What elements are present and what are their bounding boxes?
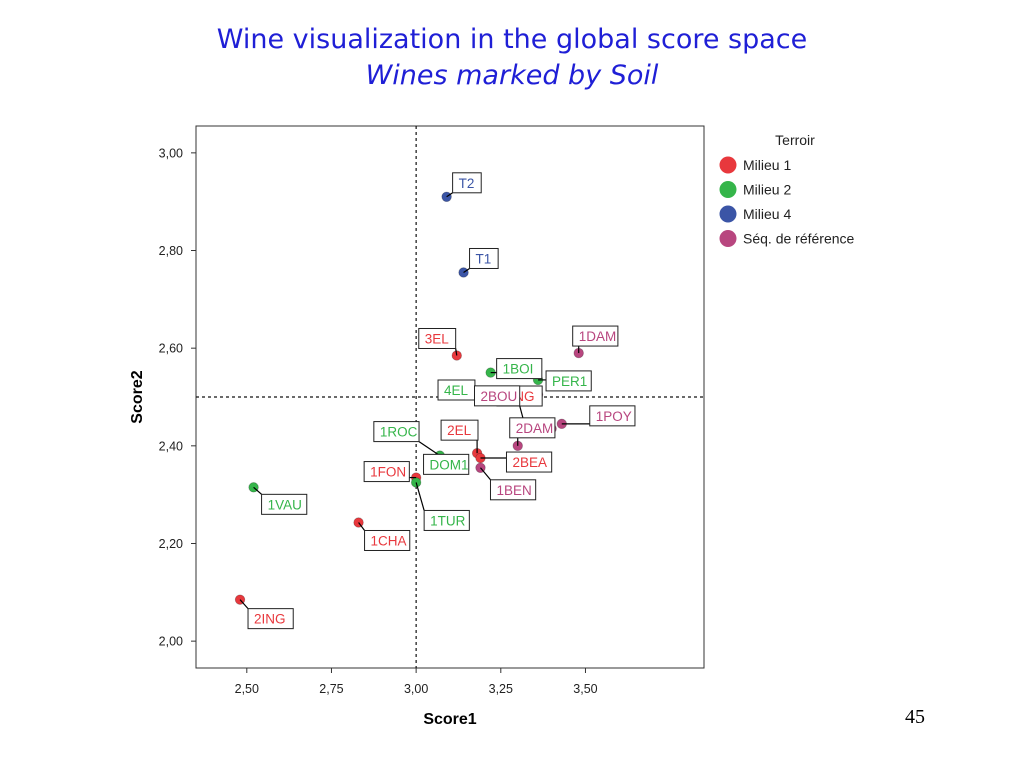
- point-label: 1POY: [596, 409, 632, 424]
- x-axis-title: Score1: [423, 711, 476, 728]
- x-tick-label: 3,00: [404, 682, 428, 696]
- point-label-box: [423, 453, 470, 475]
- point-label: 1TUR: [430, 513, 466, 528]
- x-tick-label: 2,50: [235, 682, 259, 696]
- point-leader-line: [418, 441, 441, 457]
- page-number: 45: [905, 706, 925, 728]
- y-tick-label: 2,60: [159, 342, 183, 356]
- point-label-box: [440, 419, 479, 441]
- y-tick-label: 2,20: [159, 537, 183, 551]
- point-label-box: [545, 370, 592, 392]
- legend-marker: [719, 230, 737, 247]
- x-tick-label: 3,50: [573, 682, 597, 696]
- point-leader-line: [358, 522, 366, 531]
- legend-entry-label: Milieu 4: [743, 206, 791, 222]
- point-label-box: [363, 461, 410, 483]
- point-label: 1DAM: [579, 329, 617, 344]
- point-label-box: [489, 479, 537, 501]
- point-label: 1BEN: [496, 483, 531, 498]
- point-label-box: [572, 325, 619, 347]
- point-label: 1ROC: [380, 425, 418, 440]
- point-label-box: [469, 247, 499, 269]
- point-leader-line: [455, 348, 458, 356]
- legend-marker: [719, 156, 737, 174]
- point-label-box: [474, 385, 521, 407]
- x-tick-label: 3,25: [489, 682, 513, 696]
- point-leader-line: [253, 486, 262, 495]
- point-label-box: [247, 608, 294, 630]
- y-axis-title: Score2: [129, 370, 146, 423]
- point-label-box: [509, 417, 556, 439]
- point-label: 1FON: [370, 465, 406, 480]
- legend-entry-label: Milieu 2: [743, 182, 791, 198]
- point-leader-line: [463, 267, 470, 273]
- point-label: PER1: [552, 374, 587, 389]
- point-label: 2BOU: [481, 389, 518, 404]
- point-leader-line: [415, 482, 425, 511]
- point-label: 2EL: [447, 423, 472, 438]
- point-label-box: [364, 529, 411, 551]
- y-tick-label: 3,00: [159, 146, 183, 160]
- point-label: 2BEA: [512, 455, 547, 470]
- point-label: 2ING: [254, 612, 286, 627]
- legend: Terroir Milieu 1 Milieu 2 Milieu 4 Séq. de …: [719, 132, 855, 247]
- point-leader-line: [480, 467, 491, 481]
- point-leader-line: [446, 192, 453, 198]
- point-label-box: [261, 493, 308, 515]
- point-label-box: [373, 421, 420, 443]
- point-label-box: [496, 358, 543, 380]
- point-label-box: [452, 172, 482, 194]
- slide-subtitle: Wines marked by Soil: [365, 60, 659, 91]
- legend-entry-label: Milieu 1: [743, 157, 791, 173]
- legend-marker: [719, 205, 737, 223]
- y-tick-label: 2,00: [159, 635, 183, 649]
- legend-marker: [719, 181, 737, 198]
- point-label: 2DAM: [516, 421, 554, 436]
- x-tick-label: 2,75: [319, 682, 343, 696]
- point-label-box: [589, 405, 636, 427]
- legend-entry-label: Séq. de référence: [743, 231, 855, 247]
- y-tick-label: 2,40: [159, 439, 183, 453]
- point-label-box: [423, 509, 470, 531]
- point-label: 1VAU: [268, 497, 302, 512]
- point-label-box: [418, 327, 457, 349]
- point-label: T1: [476, 251, 492, 266]
- point-label: 3EL: [425, 331, 450, 346]
- point-label: 4EL: [444, 383, 469, 398]
- y-tick-label: 2,80: [159, 244, 183, 258]
- legend-title: Terroir: [775, 132, 815, 148]
- slide-title: Wine visualization in the global score s…: [216, 24, 808, 55]
- point-label: 1BOI: [503, 362, 534, 377]
- point-label: DOM1: [430, 457, 469, 472]
- point-label: T2: [459, 176, 475, 191]
- point-label: 1CHA: [371, 533, 407, 548]
- point-leader-line: [239, 599, 249, 610]
- point-label-box: [505, 451, 553, 473]
